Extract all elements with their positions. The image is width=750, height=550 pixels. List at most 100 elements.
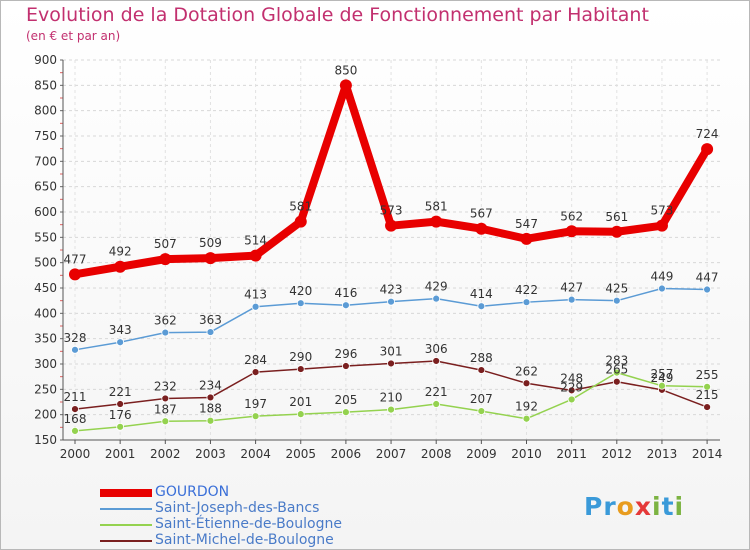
data-point (116, 422, 125, 431)
data-label: 414 (470, 287, 493, 301)
data-point (520, 232, 533, 245)
data-label: 192 (515, 400, 538, 414)
data-point (432, 357, 441, 365)
x-tick-label: 2013 (647, 447, 678, 461)
x-tick-label: 2000 (60, 447, 91, 461)
data-point (387, 405, 395, 414)
data-label: 363 (199, 313, 222, 327)
data-point (159, 253, 172, 266)
data-label: 248 (560, 371, 583, 385)
data-label: 420 (289, 284, 312, 298)
data-label: 362 (154, 314, 177, 328)
data-label: 296 (334, 347, 357, 361)
data-point (567, 395, 576, 404)
y-tick-label: 550 (34, 230, 57, 244)
data-point (612, 368, 621, 377)
data-point (341, 408, 350, 417)
data-label: 265 (605, 363, 628, 377)
data-point (565, 225, 578, 238)
data-point (612, 296, 621, 305)
data-point (251, 412, 260, 421)
data-label: 514 (244, 234, 267, 248)
y-tick-label: 300 (34, 357, 57, 371)
y-tick-label: 700 (34, 154, 57, 168)
data-label: 547 (515, 217, 538, 231)
data-point (701, 143, 714, 156)
data-label: 205 (334, 393, 357, 407)
data-point (387, 297, 395, 306)
data-point (251, 302, 260, 311)
data-point (658, 284, 666, 293)
data-point (206, 328, 215, 336)
data-point (655, 219, 668, 232)
x-tick-label: 2002 (150, 447, 181, 461)
data-point (477, 366, 486, 374)
data-label: 306 (425, 342, 448, 356)
data-label: 168 (64, 412, 87, 426)
data-label: 413 (244, 288, 267, 302)
data-label: 288 (470, 351, 493, 365)
data-label: 328 (64, 331, 87, 345)
y-tick-label: 850 (34, 78, 57, 92)
data-point (430, 215, 443, 228)
data-label: 211 (64, 390, 87, 404)
data-label: 427 (560, 281, 583, 295)
data-label: 255 (696, 368, 719, 382)
data-point (294, 215, 307, 228)
data-label: 301 (380, 344, 403, 358)
data-label: 187 (154, 402, 177, 416)
data-point (522, 379, 531, 388)
data-label: 210 (380, 391, 403, 405)
data-label: 416 (334, 286, 357, 300)
y-tick-label: 600 (34, 205, 57, 219)
data-label: 581 (425, 200, 448, 214)
data-label: 850 (334, 63, 357, 77)
data-point (567, 386, 576, 395)
x-tick-label: 2005 (285, 447, 316, 461)
legend-swatch (100, 524, 152, 526)
data-label: 561 (605, 210, 628, 224)
data-point (477, 407, 486, 416)
data-point (522, 298, 531, 307)
x-tick-label: 2007 (376, 447, 407, 461)
legend-label: Saint-Joseph-des-Bancs (155, 500, 320, 516)
x-tick-label: 2011 (556, 447, 587, 461)
data-label: 262 (515, 364, 538, 378)
data-point (204, 252, 217, 265)
legend-label: Saint-Michel-de-Boulogne (155, 532, 334, 548)
x-tick-label: 2014 (692, 447, 723, 461)
y-tick-label: 450 (34, 281, 57, 295)
data-point (477, 302, 486, 311)
data-point (339, 79, 352, 92)
data-label: 509 (199, 236, 222, 250)
data-label: 290 (289, 350, 312, 364)
x-tick-label: 2001 (105, 447, 136, 461)
data-point (296, 365, 305, 373)
x-tick-label: 2003 (195, 447, 226, 461)
data-label: 573 (650, 204, 673, 218)
data-label: 562 (560, 209, 583, 223)
data-point (296, 299, 305, 308)
y-tick-label: 350 (34, 332, 57, 346)
data-label: 215 (696, 388, 719, 402)
data-label: 567 (470, 207, 493, 221)
data-label: 573 (380, 204, 403, 218)
data-label: 188 (199, 402, 222, 416)
data-label: 284 (244, 353, 267, 367)
data-label: 343 (109, 323, 132, 337)
legend-swatch (100, 540, 152, 542)
x-tick-label: 2008 (421, 447, 452, 461)
x-tick-label: 2012 (602, 447, 633, 461)
y-tick-label: 400 (34, 306, 57, 320)
data-point (116, 338, 125, 347)
data-point (387, 359, 395, 368)
legend-label: Saint-Étienne-de-Boulogne (155, 516, 342, 532)
data-point (69, 268, 81, 281)
data-label: 423 (380, 283, 403, 297)
x-tick-label: 2010 (511, 447, 542, 461)
y-tick-label: 750 (34, 129, 57, 143)
data-point (71, 405, 79, 413)
data-point (432, 294, 441, 303)
